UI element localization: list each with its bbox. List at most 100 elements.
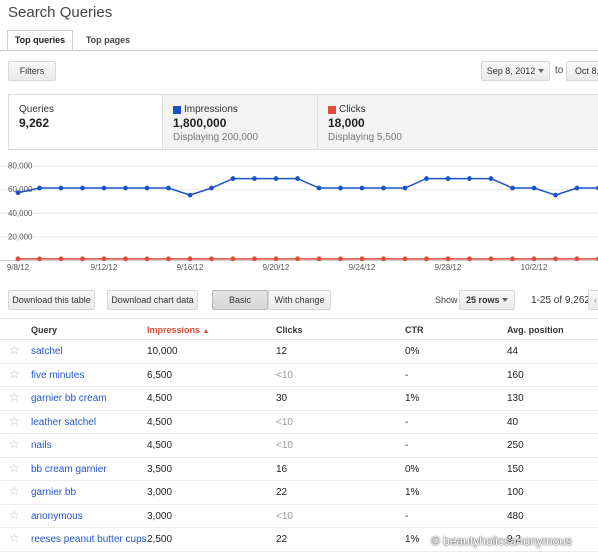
star-icon[interactable]: ☆	[9, 484, 20, 498]
avg-position-cell: 100	[507, 487, 524, 498]
table-row: ☆ five minutes 6,500 <10 - 160	[0, 364, 598, 387]
query-link[interactable]: nails	[31, 440, 52, 451]
summary-clicks-sub: Displaying 5,500	[328, 132, 402, 143]
clicks-cell: <10	[276, 369, 293, 381]
page-prev-button[interactable]: ‹	[588, 290, 598, 310]
date-start-button[interactable]: Sep 8, 2012	[481, 61, 550, 81]
data-point-clicks	[445, 256, 451, 262]
impressions-cell: 6,500	[147, 369, 173, 381]
column-header-ctr[interactable]: CTR	[405, 325, 424, 335]
query-link[interactable]: bb cream garnier	[31, 463, 107, 475]
ctr-cell: 1%	[405, 534, 420, 545]
data-point-impressions	[316, 185, 322, 191]
data-point-impressions	[230, 176, 236, 181]
table-row: ☆ anonymous 3,000 <10 - 480	[0, 505, 598, 528]
impressions-cell: 3,000	[147, 510, 173, 522]
data-point-impressions	[445, 176, 451, 181]
query-link[interactable]: satchel	[31, 346, 63, 357]
data-point-clicks	[381, 256, 386, 262]
ctr-cell: -	[405, 416, 409, 428]
column-header-clicks[interactable]: Clicks	[276, 325, 303, 335]
query-link[interactable]: garnier bb	[31, 487, 77, 498]
impressions-cell: 4,500	[147, 393, 173, 404]
data-point-clicks	[15, 256, 21, 262]
table-row: ☆ bb cream garnier 3,500 16 0% 150	[0, 458, 598, 481]
filters-button[interactable]: Filters	[8, 61, 56, 81]
avg-position-cell: 40	[507, 416, 519, 428]
data-point-clicks	[58, 256, 64, 262]
tab-top-queries[interactable]: Top queries	[7, 30, 73, 50]
star-icon[interactable]: ☆	[9, 460, 20, 475]
date-end-label: Oct 8,	[575, 66, 598, 76]
impressions-cell: 2,500	[147, 534, 173, 545]
x-tick-label: 9/28/12	[435, 263, 462, 272]
date-end-button[interactable]: Oct 8,	[566, 61, 598, 81]
data-point-impressions	[510, 185, 515, 191]
query-link[interactable]: garnier bb cream	[31, 393, 107, 404]
star-icon[interactable]: ☆	[9, 413, 20, 428]
data-point-impressions	[252, 176, 257, 181]
column-header-impressions[interactable]: Impressions ▲	[147, 325, 209, 335]
chevron-down-icon	[502, 298, 508, 302]
column-header-avg-position[interactable]: Avg. position	[507, 325, 564, 335]
star-icon[interactable]: ☆	[9, 366, 20, 381]
summary-panel: Queries 9,262 Impressions 1,800,000 Disp…	[8, 94, 598, 150]
avg-position-cell: 150	[507, 463, 524, 475]
query-link[interactable]: anonymous	[31, 510, 83, 522]
column-header-impressions-label: Impressions	[147, 325, 201, 335]
download-chart-button[interactable]: Download chart data	[107, 290, 198, 310]
data-point-clicks	[359, 256, 365, 262]
data-point-impressions	[15, 190, 21, 196]
summary-clicks[interactable]: Clicks 18,000 Displaying 5,500	[318, 95, 598, 149]
summary-impressions-value: 1,800,000	[173, 116, 227, 130]
rows-per-page-select[interactable]: 25 rows	[459, 290, 515, 310]
y-tick-label: 40,000	[8, 209, 33, 218]
query-link[interactable]: leather satchel	[31, 416, 97, 428]
data-point-clicks	[37, 256, 42, 262]
date-start-label: Sep 8, 2012	[486, 66, 536, 76]
data-point-clicks	[402, 256, 408, 262]
tab-top-pages[interactable]: Top pages	[85, 35, 131, 45]
data-point-impressions	[209, 185, 214, 191]
tabs-divider	[0, 50, 598, 51]
query-link[interactable]: reeses peanut butter cups	[31, 534, 147, 545]
data-point-clicks	[166, 256, 171, 262]
impressions-cell: 3,000	[147, 487, 173, 498]
summary-impressions-label: Impressions	[184, 104, 238, 115]
data-point-impressions	[273, 176, 279, 181]
data-point-clicks	[295, 256, 300, 262]
star-icon[interactable]: ☆	[9, 343, 20, 357]
clicks-cell: 30	[276, 393, 288, 404]
star-icon[interactable]: ☆	[9, 390, 20, 404]
data-point-clicks	[101, 256, 107, 262]
clicks-cell: <10	[276, 510, 293, 522]
x-tick-label: 9/24/12	[349, 263, 376, 272]
data-point-impressions	[359, 185, 365, 191]
summary-clicks-value: 18,000	[328, 116, 365, 130]
download-table-button[interactable]: Download this table	[8, 290, 95, 310]
view-basic-button[interactable]: Basic	[212, 290, 268, 310]
performance-chart: 80,000 60,000 40,000 20,000 9/8/12 9/12/12 9/1…	[0, 162, 598, 272]
summary-impressions[interactable]: Impressions 1,800,000 Displaying 200,000	[163, 95, 318, 149]
column-header-query[interactable]: Query	[31, 325, 58, 335]
data-point-clicks	[488, 256, 494, 262]
avg-position-cell: 250	[507, 440, 524, 451]
data-point-impressions	[101, 185, 107, 191]
summary-queries[interactable]: Queries 9,262	[9, 95, 163, 149]
data-point-clicks	[531, 256, 537, 262]
star-icon[interactable]: ☆	[9, 507, 20, 522]
date-to-label: to	[555, 65, 564, 76]
star-icon[interactable]: ☆	[9, 437, 20, 451]
ctr-cell: -	[405, 369, 409, 381]
star-icon[interactable]: ☆	[9, 531, 20, 545]
impressions-cell: 4,500	[147, 416, 173, 428]
rows-per-page-value: 25 rows	[466, 295, 500, 305]
clicks-color-swatch	[328, 105, 336, 114]
ctr-cell: 0%	[405, 346, 420, 357]
chevron-down-icon	[538, 69, 545, 73]
view-with-change-button[interactable]: With change	[268, 290, 331, 310]
data-point-impressions	[144, 185, 150, 191]
y-tick-label: 20,000	[8, 232, 33, 241]
data-point-impressions	[467, 176, 472, 181]
query-link[interactable]: five minutes	[31, 369, 85, 381]
